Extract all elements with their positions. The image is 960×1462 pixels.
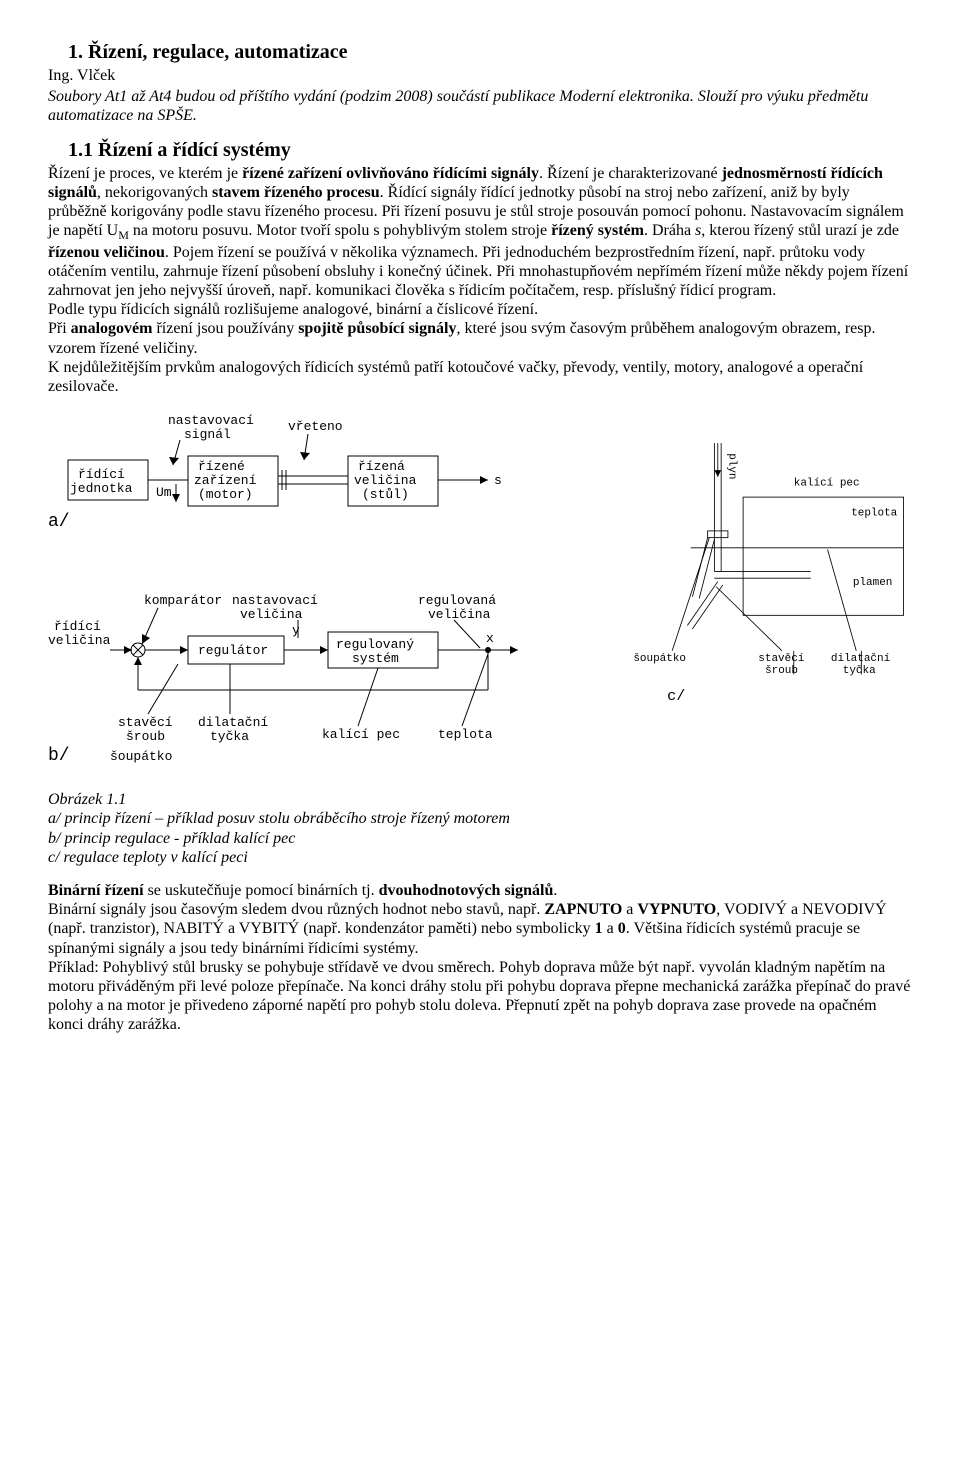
figure-caption-c: c/ regulace teploty v kalící peci	[48, 848, 912, 867]
svg-text:stavěcí: stavěcí	[758, 653, 804, 665]
svg-text:šoupátko: šoupátko	[633, 653, 686, 665]
svg-text:y: y	[292, 623, 300, 638]
text: , nekorigovaných	[97, 184, 212, 201]
svg-text:Um: Um	[156, 485, 172, 500]
svg-text:nastavovací: nastavovací	[168, 413, 254, 428]
diagram-a: nastavovací signál vřeteno řídící jednot…	[48, 410, 548, 550]
bold-text: 1	[595, 920, 603, 937]
svg-text:řídící: řídící	[54, 619, 101, 634]
svg-text:c/: c/	[667, 687, 685, 705]
paragraph-3: Při analogovém řízení jsou používány spo…	[48, 319, 912, 357]
text: . Dráha	[644, 222, 695, 239]
text: , kterou řízený stůl urazí je zde	[701, 222, 899, 239]
paragraph-4: K nejdůležitějším prvkům analogových říd…	[48, 358, 912, 396]
svg-text:šoupátko: šoupátko	[110, 749, 172, 764]
text: a	[622, 901, 637, 918]
svg-text:b/: b/	[48, 746, 70, 766]
paragraph-6: Binární signály jsou časovým sledem dvou…	[48, 900, 912, 958]
paragraph-2: Podle typu řídicích signálů rozlišujeme …	[48, 300, 912, 319]
bold-text: VYPNUTO	[637, 901, 716, 918]
bold-text: stavem řízeného procesu	[212, 184, 380, 201]
diagram-c: plyn kalící pec teplota plamen šoupátko …	[608, 410, 912, 770]
diagram-b: komparátor nastavovací veličina regulova…	[48, 590, 588, 780]
svg-text:(motor): (motor)	[198, 487, 253, 502]
bold-text: dvouhodnotových signálů	[379, 882, 554, 899]
figure-caption-b: b/ princip regulace - příklad kalící pec	[48, 829, 912, 848]
svg-text:systém: systém	[352, 651, 399, 666]
figure-1-1: nastavovací signál vřeteno řídící jednot…	[48, 410, 912, 780]
svg-text:kalící pec: kalící pec	[322, 727, 400, 742]
svg-text:plyn: plyn	[725, 453, 737, 479]
svg-text:řízené: řízené	[198, 459, 245, 474]
svg-text:(stůl): (stůl)	[362, 487, 409, 502]
text: se uskutečňuje pomocí binárních tj.	[144, 882, 379, 899]
svg-text:jednotka: jednotka	[70, 481, 133, 496]
subscript: M	[118, 228, 129, 242]
bold-text: ZAPNUTO	[544, 901, 622, 918]
svg-text:šroub: šroub	[765, 665, 798, 677]
bold-text: spojitě působící signály	[298, 320, 456, 337]
text: Při	[48, 320, 71, 337]
text: Řízení je proces, ve kterém je	[48, 165, 242, 182]
svg-text:veličina: veličina	[240, 607, 303, 622]
text: .	[553, 882, 557, 899]
bold-text: řízený systém	[551, 222, 644, 239]
svg-text:regulovaný: regulovaný	[336, 637, 414, 652]
svg-text:řízená: řízená	[358, 459, 405, 474]
svg-text:řídící: řídící	[78, 467, 125, 482]
svg-text:stavěcí: stavěcí	[118, 715, 173, 730]
svg-text:komparátor: komparátor	[144, 593, 222, 608]
text: . Řízení je charakterizované	[539, 165, 722, 182]
bold-text: řízenou veličinou	[48, 244, 165, 261]
paragraph-7: Příklad: Pohyblivý stůl brusky se pohybu…	[48, 958, 912, 1035]
svg-text:dilatační: dilatační	[831, 653, 891, 665]
page-title: 1. Řízení, regulace, automatizace	[48, 40, 912, 64]
svg-text:dilatační: dilatační	[198, 715, 268, 730]
svg-text:veličina: veličina	[428, 607, 491, 622]
svg-text:x: x	[486, 631, 494, 646]
svg-text:vřeteno: vřeteno	[288, 419, 343, 434]
paragraph-1: Řízení je proces, ve kterém je řízené za…	[48, 164, 912, 301]
figure-caption-title: Obrázek 1.1	[48, 790, 912, 809]
svg-text:regulátor: regulátor	[198, 643, 268, 658]
svg-text:kalící pec: kalící pec	[794, 477, 860, 489]
paragraph-5: Binární řízení se uskutečňuje pomocí bin…	[48, 881, 912, 900]
svg-text:tyčka: tyčka	[210, 729, 249, 744]
svg-text:veličina: veličina	[354, 473, 417, 488]
text: na motoru posuvu. Motor tvoří spolu s po…	[129, 222, 551, 239]
svg-text:zařízení: zařízení	[194, 473, 257, 488]
svg-text:šroub: šroub	[126, 729, 165, 744]
section-1-1-title: 1.1 Řízení a řídící systémy	[48, 138, 912, 162]
text: a	[603, 920, 618, 937]
svg-text:nastavovací: nastavovací	[232, 593, 318, 608]
bold-text: analogovém	[71, 320, 153, 337]
figure-caption-a: a/ princip řízení – příklad posuv stolu …	[48, 809, 912, 828]
bold-text: Binární řízení	[48, 882, 144, 899]
svg-text:a/: a/	[48, 512, 70, 532]
svg-text:regulovaná: regulovaná	[418, 593, 496, 608]
svg-text:veličina: veličina	[48, 633, 111, 648]
bold-text: řízené zařízení ovlivňováno řídícími sig…	[242, 165, 539, 182]
intro-text: Soubory At1 až At4 budou od příštího vyd…	[48, 87, 912, 125]
svg-text:s: s	[494, 473, 502, 488]
text: . Pojem řízení se používá v několika výz…	[48, 244, 908, 299]
text: řízení jsou používány	[152, 320, 298, 337]
author: Ing. Vlček	[48, 66, 912, 85]
svg-text:plamen: plamen	[853, 577, 893, 589]
text: Binární signály jsou časovým sledem dvou…	[48, 901, 544, 918]
svg-text:teplota: teplota	[438, 727, 493, 742]
svg-text:signál: signál	[184, 427, 231, 442]
svg-text:tyčka: tyčka	[843, 665, 876, 677]
bold-text: 0	[618, 920, 626, 937]
svg-text:teplota: teplota	[851, 508, 897, 520]
